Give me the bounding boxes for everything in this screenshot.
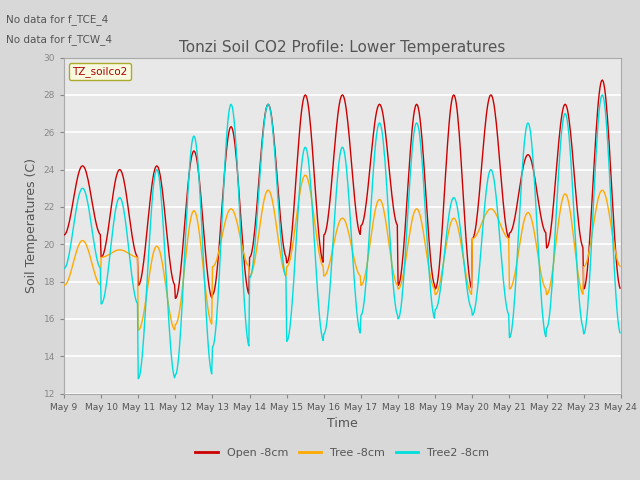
Text: No data for f_TCE_4: No data for f_TCE_4 (6, 14, 109, 25)
Legend: Open -8cm, Tree -8cm, Tree2 -8cm: Open -8cm, Tree -8cm, Tree2 -8cm (191, 443, 493, 462)
Title: Tonzi Soil CO2 Profile: Lower Temperatures: Tonzi Soil CO2 Profile: Lower Temperatur… (179, 40, 506, 55)
Text: No data for f_TCW_4: No data for f_TCW_4 (6, 34, 113, 45)
Y-axis label: Soil Temperatures (C): Soil Temperatures (C) (25, 158, 38, 293)
X-axis label: Time: Time (327, 417, 358, 430)
